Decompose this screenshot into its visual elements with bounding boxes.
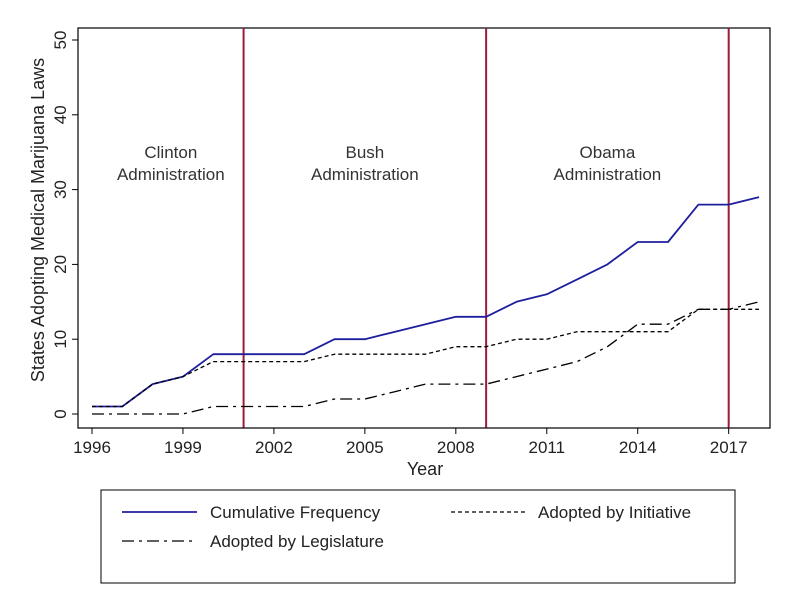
plot-border [77,27,771,429]
legend-label-2: Adopted by Legislature [210,532,384,551]
series-line-adopted-by-initiative [92,308,759,408]
y-tick-label-3: 30 [51,180,70,199]
series-lines [92,196,760,415]
admin-label-0-line2: Administration [117,165,225,184]
x-tick-label-2: 2002 [255,438,293,457]
legend-label-1: Adopted by Initiative [538,503,691,522]
y-tick-label-1: 10 [51,330,70,349]
x-tick-label-4: 2008 [437,438,475,457]
x-tick-label-5: 2011 [528,438,565,457]
y-tick-label-5: 50 [51,31,70,50]
x-tick-label-6: 2014 [619,438,657,457]
admin-label-1-line2: Administration [311,165,419,184]
y-tick-label-0: 0 [51,409,70,418]
administration-labels: Clinton Administration Bush Administration O… [117,143,661,184]
series-line-adopted-by-legislature [92,301,760,415]
series-line-cumulative-frequency [92,196,760,408]
admin-label-2-line2: Administration [554,165,662,184]
y-tick-label-4: 40 [51,105,70,124]
x-axis-title: Year [407,459,443,479]
admin-label-2-line1: Obama [580,143,636,162]
legend-box [100,489,736,584]
x-tick-label-0: 1996 [73,438,111,457]
x-axis: 1996 1999 2002 2005 2008 2011 2014 2017 [73,427,748,457]
x-tick-label-7: 2017 [710,438,748,457]
x-tick-label-1: 1999 [164,438,202,457]
legend-label-0: Cumulative Frequency [210,503,381,522]
admin-label-0-line1: Clinton [144,143,197,162]
x-tick-label-3: 2005 [346,438,384,457]
y-tick-label-2: 20 [51,255,70,274]
legend: Cumulative Frequency Adopted by Initiativ… [100,489,736,584]
administration-dividers [242,28,730,428]
plot-frame [77,27,771,429]
y-axis-title: States Adopting Medical Marijuana Laws [28,58,48,382]
admin-label-1-line1: Bush [345,143,384,162]
y-axis: 0 10 20 30 40 50 [51,31,79,419]
